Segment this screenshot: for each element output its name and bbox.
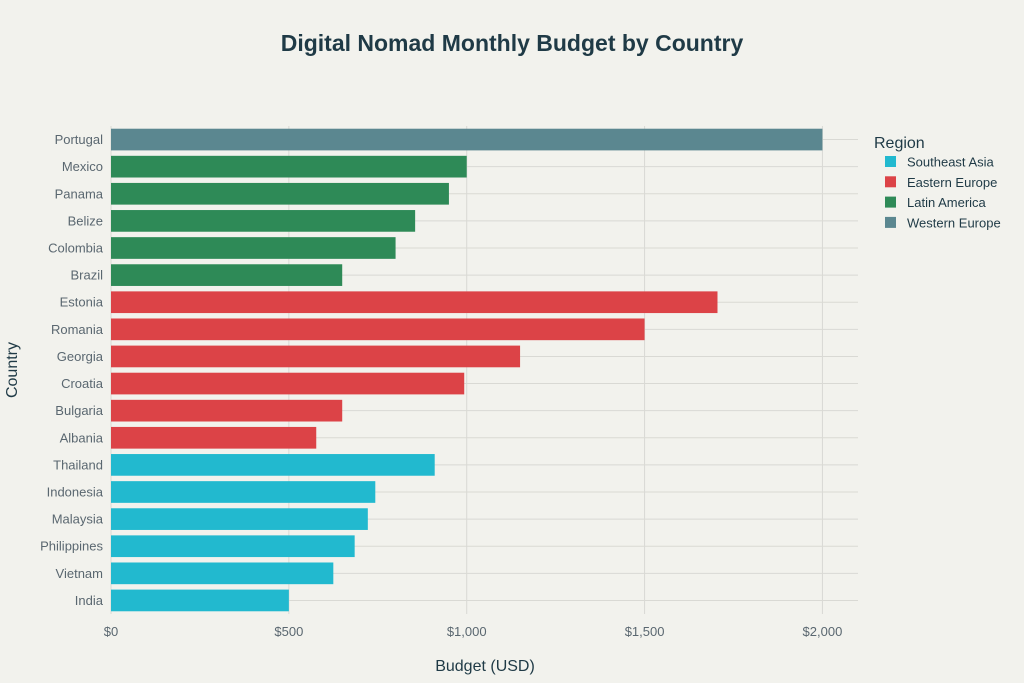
y-tick-label: Estonia: [60, 295, 104, 310]
bar-colombia: [111, 237, 396, 259]
bar-estonia: [111, 291, 718, 314]
x-axis-title: Budget (USD): [435, 658, 535, 675]
y-tick-label: Philippines: [40, 539, 103, 554]
x-tick-label: $0: [104, 624, 118, 639]
y-tick-label: Bulgaria: [55, 403, 103, 418]
x-tick-label: $1,000: [447, 624, 487, 639]
legend: Region Southeast Asia Eastern Europe Latin…: [874, 135, 1001, 230]
legend-label: Southeast Asia: [907, 155, 994, 170]
bar-brazil: [111, 264, 343, 286]
bars: [111, 128, 823, 612]
y-tick-label: Colombia: [48, 241, 104, 256]
legend-title: Region: [874, 135, 925, 152]
legend-label: Eastern Europe: [907, 175, 997, 190]
legend-items: Southeast Asia Eastern Europe Latin Americ…: [885, 155, 1001, 230]
bar-india: [111, 589, 289, 612]
y-tick-label: Romania: [51, 322, 104, 337]
y-tick-labels: Portugal Mexico Panama Belize Colombia Brazil…: [40, 132, 104, 608]
bar-croatia: [111, 372, 465, 395]
x-tick-label: $2,000: [803, 624, 843, 639]
y-tick-label: Portugal: [55, 132, 104, 147]
x-tick-label: $500: [274, 624, 303, 639]
bar-georgia: [111, 345, 521, 368]
legend-swatch: [885, 176, 896, 188]
bar-mexico: [111, 155, 467, 178]
legend-swatch: [885, 196, 896, 208]
y-tick-label: India: [75, 593, 104, 608]
legend-label: Latin America: [907, 195, 987, 210]
y-tick-label: Albania: [60, 430, 104, 445]
y-tick-label: Panama: [55, 186, 104, 201]
bar-belize: [111, 210, 416, 232]
bar-albania: [111, 426, 317, 449]
bar-thailand: [111, 454, 435, 476]
bar-romania: [111, 318, 645, 341]
bar-indonesia: [111, 481, 376, 503]
y-tick-label: Brazil: [70, 268, 103, 283]
y-tick-label: Croatia: [61, 376, 104, 391]
legend-label: Western Europe: [907, 215, 1001, 230]
y-tick-label: Belize: [68, 213, 103, 228]
x-tick-labels: $0 $500 $1,000 $1,500 $2,000: [104, 624, 843, 639]
chart-title: Digital Nomad Monthly Budget by Country: [281, 30, 744, 56]
legend-swatch: [885, 156, 896, 167]
bar-bulgaria: [111, 399, 343, 422]
x-tick-label: $1,500: [625, 624, 665, 639]
y-axis-title: Country: [4, 342, 21, 398]
y-tick-label: Malaysia: [52, 512, 104, 527]
bar-malaysia: [111, 508, 368, 530]
y-tick-label: Georgia: [57, 349, 104, 364]
bar-portugal: [111, 128, 823, 151]
y-tick-label: Indonesia: [47, 485, 104, 500]
y-tick-label: Vietnam: [56, 566, 103, 581]
bar-vietnam: [111, 562, 334, 585]
bar-philippines: [111, 535, 355, 558]
y-tick-label: Mexico: [62, 159, 103, 174]
y-tick-label: Thailand: [53, 457, 103, 472]
bar-panama: [111, 182, 449, 205]
legend-swatch: [885, 216, 896, 228]
